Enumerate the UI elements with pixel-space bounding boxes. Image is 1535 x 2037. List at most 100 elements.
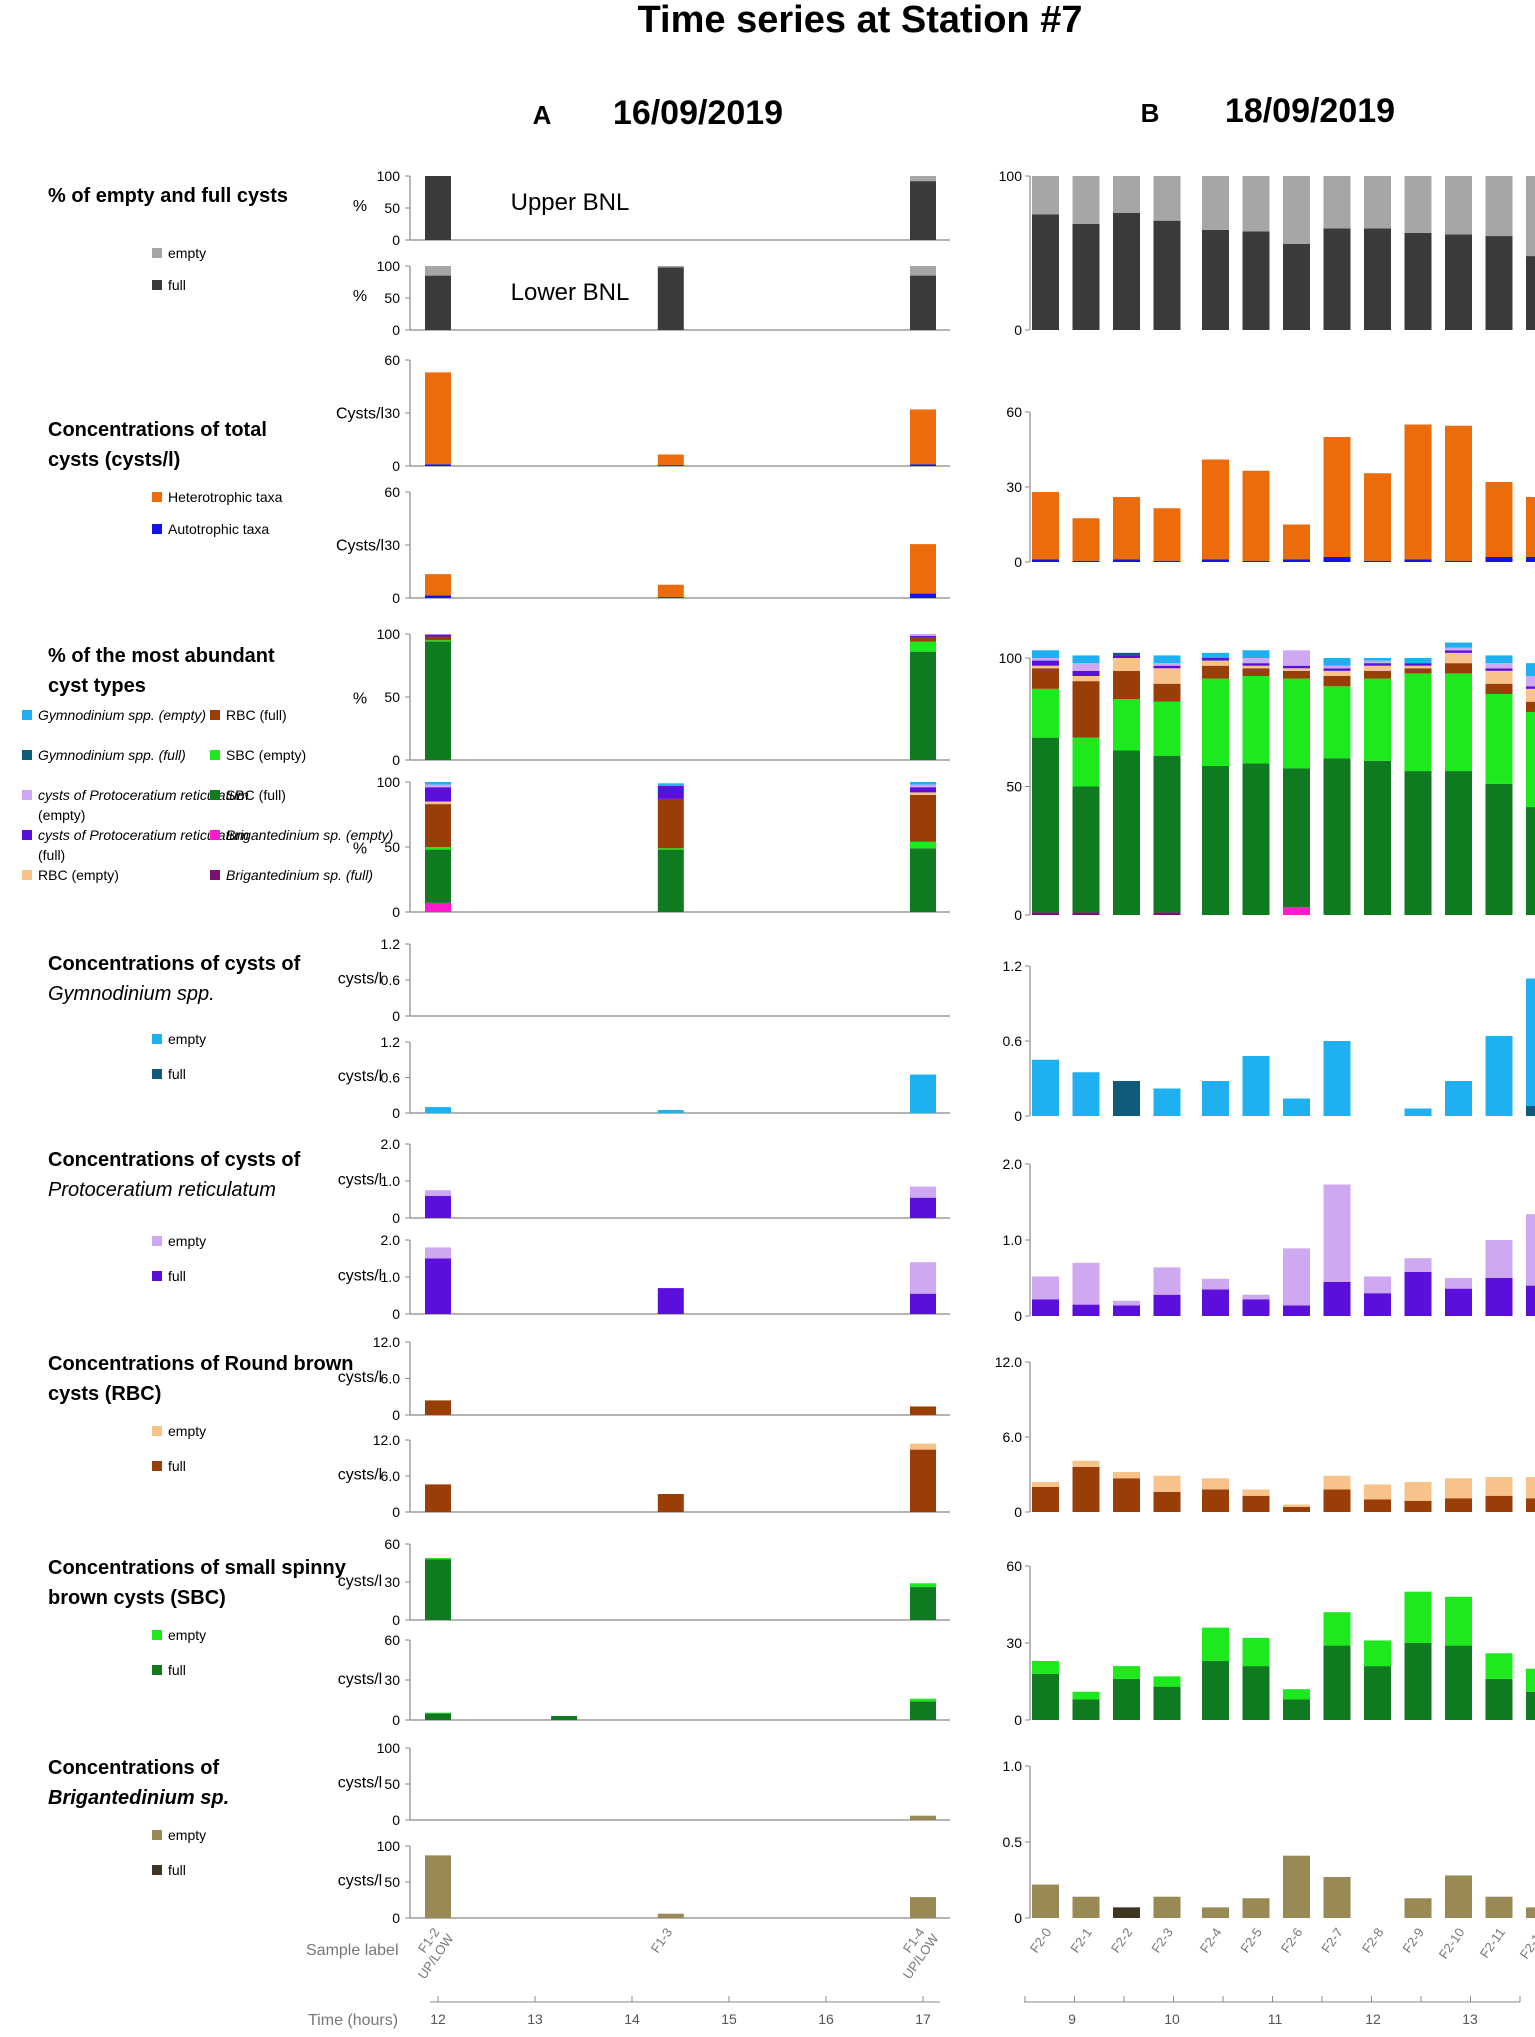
row-title: cysts (RBC) xyxy=(48,1383,161,1405)
bar-segment xyxy=(1323,228,1351,330)
bar-segment xyxy=(910,1443,936,1450)
bar-segment xyxy=(1323,176,1351,229)
bar-segment xyxy=(1153,683,1181,702)
a-y-tick-label: 0 xyxy=(392,1306,400,1322)
bar-segment xyxy=(1364,176,1391,229)
bar-segment xyxy=(1404,424,1432,560)
bar-segment xyxy=(1242,668,1270,676)
bar-segment xyxy=(1242,1056,1270,1116)
legend-swatch xyxy=(22,790,32,800)
a-time-tick-label: 17 xyxy=(915,2011,931,2027)
bar-segment xyxy=(1072,663,1100,671)
row-title: Concentrations of small spinny xyxy=(48,1557,347,1579)
a-y-tick-label: 50 xyxy=(384,689,400,705)
bar-segment xyxy=(1485,1477,1513,1496)
bar-segment xyxy=(425,464,451,466)
bar-segment xyxy=(1283,1689,1310,1700)
a-y-label: cysts/l xyxy=(338,1873,382,1890)
bar-segment xyxy=(1113,1678,1140,1720)
bar-segment xyxy=(1072,1896,1100,1918)
bar-segment xyxy=(425,1712,451,1714)
bar-segment xyxy=(1485,236,1513,330)
bar-segment xyxy=(1323,1041,1351,1116)
bar-segment xyxy=(910,409,936,465)
legend-label: cysts of Protoceratium reticulatum xyxy=(38,827,249,843)
bar-segment xyxy=(1323,1184,1351,1282)
bar-segment xyxy=(1153,912,1181,915)
bar-segment xyxy=(425,801,451,805)
bar-segment xyxy=(1526,1691,1535,1720)
row-title: Brigantedinium sp. xyxy=(48,1787,229,1809)
a-y-tick-label: 0 xyxy=(392,1105,400,1121)
bar-segment xyxy=(1032,737,1059,913)
a-y-tick-label: 0 xyxy=(392,1210,400,1226)
a-y-tick-label: 50 xyxy=(384,200,400,216)
a-y-label: Cysts/l xyxy=(336,537,384,554)
legend-swatch xyxy=(22,710,32,720)
a-y-tick-label: 100 xyxy=(377,258,401,274)
a-y-tick-label: 0 xyxy=(392,1612,400,1628)
bar-segment xyxy=(1364,1276,1391,1294)
a-y-tick-label: 0 xyxy=(392,232,400,248)
b-y-tick-label: 30 xyxy=(1006,1635,1022,1651)
bar-segment xyxy=(910,1701,936,1720)
a-y-label: cysts/l xyxy=(338,1068,382,1085)
b-y-tick-label: 0 xyxy=(1014,322,1022,338)
bar-segment xyxy=(1242,1666,1270,1720)
bar-segment xyxy=(425,784,451,788)
bar-segment xyxy=(1323,758,1351,915)
b-y-tick-label: 1.0 xyxy=(1003,1232,1023,1248)
bar-segment xyxy=(1323,557,1351,562)
bar-segment xyxy=(657,454,684,466)
bar-segment xyxy=(1153,663,1181,666)
bar-segment xyxy=(1526,497,1535,557)
upper-bnl-label: Upper BNL xyxy=(511,189,630,216)
b-y-tick-label: 0.6 xyxy=(1003,1033,1023,1049)
bar-segment xyxy=(1404,1591,1432,1643)
legend-swatch xyxy=(152,1034,162,1044)
bar-segment xyxy=(657,597,684,598)
legend-swatch xyxy=(22,870,32,880)
bar-segment xyxy=(1323,1281,1351,1316)
panel-b-letter: B xyxy=(1141,98,1160,128)
bar-segment xyxy=(1032,688,1059,738)
bar-segment xyxy=(1485,1495,1513,1512)
b-sample-label: F2-1 xyxy=(1067,1925,1095,1956)
b-y-tick-label: 0 xyxy=(1014,1910,1022,1926)
bar-segment xyxy=(1242,231,1270,330)
bar-segment xyxy=(910,1074,936,1113)
b-sample-label: F2-12 xyxy=(1517,1925,1535,1961)
bar-segment xyxy=(1526,256,1535,330)
bar-segment xyxy=(1202,229,1229,330)
bar-segment xyxy=(425,595,451,598)
a-y-tick-label: 30 xyxy=(384,1574,400,1590)
bar-segment xyxy=(1445,1875,1472,1918)
bar-segment xyxy=(1323,1475,1351,1490)
bar-segment xyxy=(910,1583,936,1588)
b-sample-label: F2-11 xyxy=(1477,1925,1508,1961)
bar-segment xyxy=(1283,668,1310,671)
b-sample-label: F2-3 xyxy=(1148,1925,1176,1956)
row-title: Concentrations of Round brown xyxy=(48,1353,354,1375)
bar-segment xyxy=(1032,668,1059,689)
legend-label: full xyxy=(168,277,186,293)
legend-swatch xyxy=(152,1665,162,1675)
bar-segment xyxy=(1445,1596,1472,1646)
bar-segment xyxy=(1153,1475,1181,1492)
bar-segment xyxy=(1323,675,1351,687)
bar-segment xyxy=(1526,1285,1535,1316)
bar-segment xyxy=(1404,1258,1432,1272)
a-y-tick-label: 0 xyxy=(392,1407,400,1423)
a-y-tick-label: 100 xyxy=(377,626,401,642)
bar-segment xyxy=(1153,1294,1181,1316)
bar-segment xyxy=(1526,557,1535,562)
bar-segment xyxy=(1283,1305,1310,1316)
bar-segment xyxy=(1364,1484,1391,1500)
a-y-tick-label: 6.0 xyxy=(381,1371,401,1387)
row-title: Gymnodinium spp. xyxy=(48,983,215,1005)
bar-segment xyxy=(1072,675,1100,682)
a-y-tick-label: 50 xyxy=(384,290,400,306)
bar-segment xyxy=(1323,686,1351,759)
b-sample-label: F2-10 xyxy=(1436,1925,1468,1961)
a-y-tick-label: 60 xyxy=(384,352,400,368)
